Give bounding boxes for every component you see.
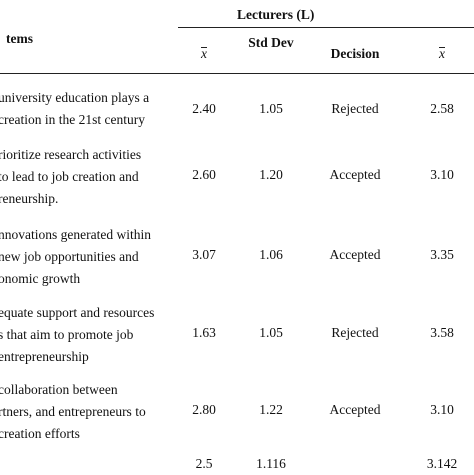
decision-column-header: Decision <box>330 46 380 61</box>
mean-value: 2.40 <box>192 101 216 116</box>
mean-value: 2.60 <box>192 167 216 182</box>
decision-value: Accepted <box>329 247 381 262</box>
item-text: nnovations generated within new job oppo… <box>0 227 151 286</box>
std-dev-column-header: Std Dev <box>248 35 294 50</box>
summary-std: 1.116 <box>256 456 286 471</box>
mean2-value: 3.10 <box>430 167 454 182</box>
mean2-value: 3.35 <box>430 247 454 262</box>
summary-mean: 2.5 <box>195 456 213 471</box>
items-column-header: tems <box>6 31 33 46</box>
item-text: rioritize research activities to lead to… <box>0 147 142 206</box>
mean2-value: 3.10 <box>430 402 454 417</box>
decision-value: Rejected <box>331 101 379 116</box>
std-value: 1.06 <box>259 247 283 262</box>
std-value: 1.20 <box>259 167 283 182</box>
header-bottom-rule <box>0 73 474 74</box>
summary-mean2: 3.142 <box>426 456 458 471</box>
item-text: equate support and resources s that aim … <box>0 305 155 364</box>
item-text: university education plays a creation in… <box>0 90 150 127</box>
mean-value: 1.63 <box>192 325 216 340</box>
std-value: 1.05 <box>259 101 283 116</box>
mean-value: 2.80 <box>192 402 216 417</box>
std-value: 1.22 <box>259 402 283 417</box>
mean-value: 3.07 <box>192 247 216 262</box>
decision-value: Accepted <box>329 167 381 182</box>
mean2-value: 3.58 <box>430 325 454 340</box>
mean2-value: 2.58 <box>430 101 454 116</box>
lecturers-group-header: Lecturers (L) <box>237 7 315 22</box>
decision-value: Rejected <box>331 325 379 340</box>
decision-value: Accepted <box>329 402 381 417</box>
std-value: 1.05 <box>259 325 283 340</box>
item-text: collaboration between rtners, and entrep… <box>0 382 146 441</box>
group-underline <box>178 27 474 28</box>
mean2-column-header: x <box>422 43 462 65</box>
mean-column-header: x <box>176 43 232 65</box>
